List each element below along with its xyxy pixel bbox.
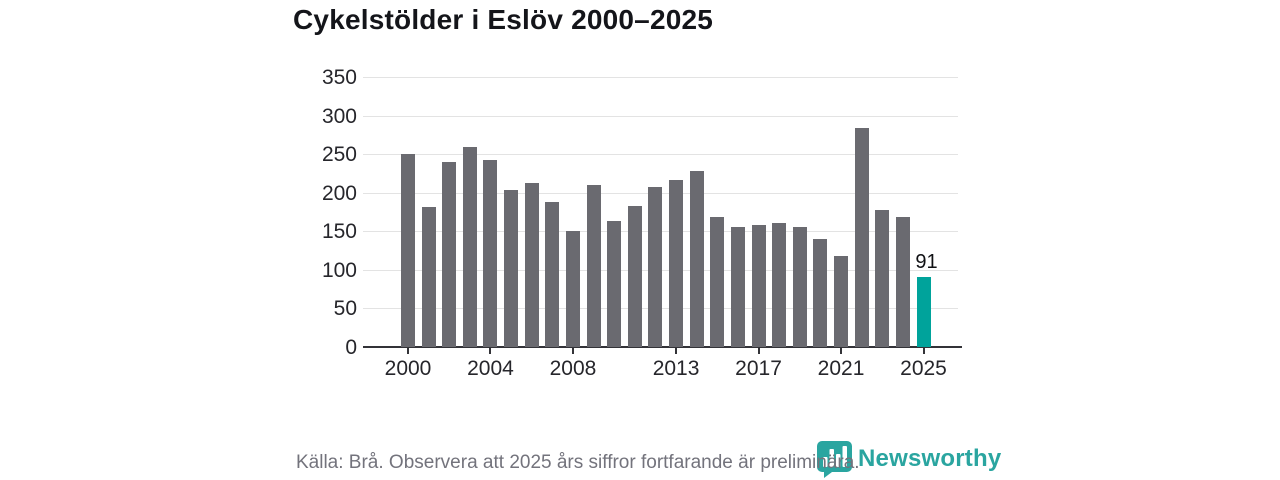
bar-2016: [730, 227, 745, 347]
x-tick-label: 2000: [384, 357, 432, 380]
x-tick-label: 2013: [652, 357, 700, 380]
x-tick: [489, 347, 492, 354]
y-tick-label: 0: [345, 336, 357, 359]
bar-chart: 0 50 100 150 200 250 300 350 91 2000 2004 2008 2013 2…: [321, 66, 962, 380]
bar-2007: [545, 201, 560, 347]
chart-title: Cykelstölder i Eslöv 2000–2025: [293, 4, 714, 35]
x-tick-label: 2008: [549, 357, 597, 380]
brand-name: Newsworthy: [858, 445, 1002, 472]
bar-2021: [834, 255, 849, 347]
bar-2025: [916, 276, 931, 347]
y-tick-label: 300: [321, 104, 357, 128]
gridline: [363, 115, 958, 117]
x-tick: [922, 347, 925, 354]
bar-2006: [524, 182, 539, 347]
x-tick: [571, 347, 574, 354]
y-tick-label: 350: [321, 66, 357, 89]
bar-2023: [875, 209, 890, 347]
x-tick: [407, 347, 409, 354]
x-tick-label: 2021: [817, 357, 865, 380]
source-note: Källa: Brå. Observera att 2025 års siffr…: [296, 452, 860, 473]
gridline: [363, 154, 958, 156]
bar-2020: [813, 239, 828, 347]
bar-2011: [627, 205, 642, 347]
bar-2015: [710, 217, 725, 347]
bar-2009: [586, 185, 601, 347]
y-tick-label: 100: [321, 258, 357, 282]
newsworthy-logo: Newsworthy: [815, 440, 1001, 478]
y-tick-label: 200: [321, 181, 357, 205]
x-tick: [675, 347, 678, 354]
bar-2010: [607, 221, 622, 347]
x-tick-label: 2017: [735, 357, 782, 380]
bar-2022: [854, 127, 869, 347]
x-tick: [840, 347, 843, 354]
bar-2013: [669, 179, 684, 347]
bar-2004: [483, 159, 498, 347]
newsworthy-icon: [817, 441, 852, 478]
bar-2019: [792, 226, 807, 347]
x-tick: [757, 347, 760, 354]
y-tick-label: 250: [321, 143, 357, 167]
y-tick-label: 50: [333, 297, 357, 321]
bar-2014: [689, 171, 704, 347]
y-tick-label: 150: [321, 220, 357, 244]
bar-2018: [772, 222, 787, 347]
bar-2012: [648, 186, 663, 347]
x-tick-label: 2025: [900, 357, 947, 380]
bar-2003: [462, 147, 477, 347]
bar-2005: [504, 189, 519, 347]
bar-2001: [421, 206, 436, 347]
gridline: [363, 77, 958, 78]
bar-2017: [751, 225, 766, 347]
bar-2002: [442, 161, 457, 347]
bar-2000: [401, 154, 415, 347]
bar-value-label: 91: [915, 250, 938, 273]
x-tick-label: 2004: [467, 357, 514, 380]
x-axis-line: [363, 346, 962, 348]
bar-2008: [565, 231, 580, 347]
bar-2024: [895, 216, 910, 347]
